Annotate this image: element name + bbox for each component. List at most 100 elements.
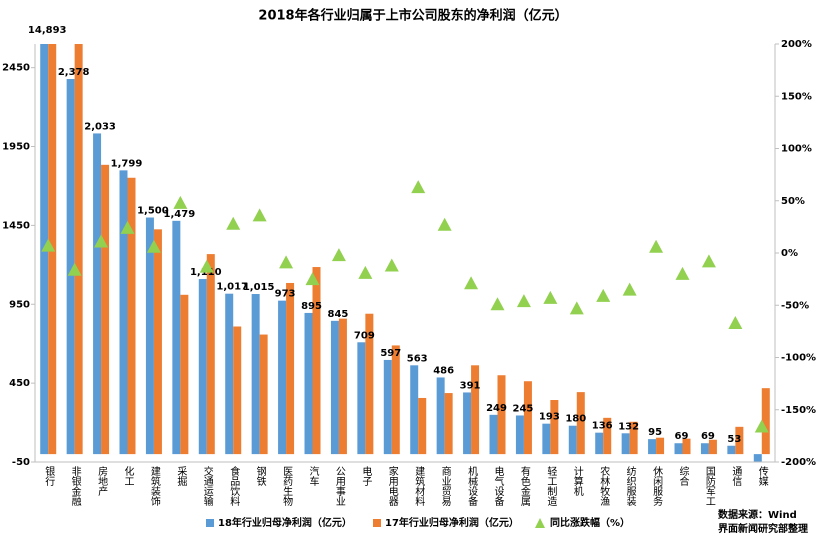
bar	[338, 318, 347, 455]
data-label: 1,500	[137, 206, 169, 217]
x-tick-label: 交通运输	[201, 465, 213, 507]
bar	[410, 365, 419, 455]
data-label: 845	[327, 309, 348, 320]
bar	[648, 439, 657, 455]
bar	[542, 423, 551, 455]
bar	[761, 388, 770, 455]
bar	[180, 294, 189, 455]
marker	[279, 255, 294, 269]
bar	[418, 397, 427, 455]
bar	[444, 393, 453, 455]
bar	[682, 438, 691, 455]
data-label: 132	[618, 421, 639, 432]
data-label: 597	[380, 348, 401, 359]
marker	[67, 262, 82, 276]
bar	[278, 300, 287, 455]
bar	[550, 400, 559, 455]
legend-swatch	[373, 519, 381, 527]
data-label: 563	[407, 353, 428, 364]
legend: 18年行业归母净利润（亿元） 17年行业归母净利润（亿元） 同比涨跌幅（%）	[206, 516, 630, 529]
bar	[225, 293, 234, 455]
bar	[735, 426, 744, 455]
x-tick-label: 医药生物	[281, 466, 293, 507]
marker	[649, 239, 664, 253]
bar	[119, 170, 128, 455]
x-tick-label: 农林牧渔	[598, 465, 610, 507]
y2-tick-label: 150%	[781, 91, 812, 102]
bar	[48, 44, 57, 455]
bar	[365, 313, 374, 455]
y2-tick-label: -50%	[781, 300, 809, 311]
y2-tick-label: -100%	[781, 353, 816, 364]
data-label: 249	[486, 403, 507, 414]
bar	[233, 326, 242, 455]
bar	[66, 79, 75, 455]
data-label: 1,017	[216, 282, 248, 293]
bar	[286, 282, 295, 455]
bar	[753, 454, 762, 462]
marker	[41, 238, 56, 252]
source: 数据来源：Wind	[718, 508, 797, 521]
bar	[259, 334, 268, 455]
x-tick-label: 轻工制造	[545, 465, 557, 506]
y2-tick-label: 0%	[781, 248, 798, 259]
data-label: 486	[433, 365, 454, 376]
marker	[464, 276, 479, 290]
bar	[101, 164, 110, 455]
data-label: 1,799	[111, 158, 143, 169]
x-tick-label: 综合	[677, 465, 689, 487]
data-label: 1,015	[243, 282, 275, 293]
data-label: 69	[701, 431, 715, 442]
bar	[251, 294, 260, 455]
marker	[675, 266, 690, 280]
bar	[383, 359, 392, 455]
y2-tick-label: -200%	[781, 457, 816, 468]
x-tick-label: 电气设备	[492, 465, 504, 507]
plot-area	[40, 44, 770, 462]
bar	[357, 342, 366, 455]
marker	[490, 297, 505, 311]
x-tick-label: 休闲服务	[651, 466, 663, 507]
marker	[411, 180, 426, 194]
legend-label: 同比涨跌幅（%）	[550, 516, 630, 529]
marker	[622, 282, 637, 296]
bar	[629, 421, 638, 455]
x-tick-label: 传媒	[756, 466, 768, 487]
y2-tick-label: -150%	[781, 405, 816, 416]
bar	[708, 439, 717, 455]
x-tick-label: 汽车	[307, 465, 319, 487]
bar	[523, 381, 532, 455]
marker	[252, 208, 267, 222]
marker	[516, 294, 531, 308]
bar	[304, 312, 313, 455]
marker	[596, 288, 611, 302]
marker	[173, 195, 188, 209]
marker	[543, 290, 558, 304]
x-tick-label: 非银金融	[69, 466, 81, 507]
legend-swatch	[535, 518, 545, 528]
marker	[94, 234, 109, 248]
data-label: 709	[354, 330, 375, 341]
bar	[576, 392, 585, 455]
bar	[489, 414, 498, 455]
marker	[226, 216, 241, 230]
source: 界面新闻研究部整理	[718, 522, 808, 535]
bar	[312, 267, 321, 455]
chart-title: 2018年各行业归属于上市公司股东的净利润（亿元）	[258, 8, 567, 24]
bar	[603, 417, 612, 455]
x-tick-label: 电子	[360, 465, 372, 486]
bar	[74, 44, 83, 455]
x-tick-label: 机械设备	[466, 465, 478, 507]
y-tick-label: 1950	[2, 142, 30, 153]
bar	[40, 44, 49, 455]
y-tick-label: -50	[12, 457, 30, 468]
bar	[206, 254, 215, 455]
marker	[146, 239, 161, 253]
bar	[595, 432, 604, 455]
bar	[391, 345, 400, 455]
x-tick-label: 商业贸易	[439, 465, 451, 507]
marker	[331, 248, 346, 262]
x-tick-label: 家用电器	[386, 465, 398, 507]
marker	[754, 419, 769, 433]
y-tick-label: 450	[9, 378, 30, 389]
